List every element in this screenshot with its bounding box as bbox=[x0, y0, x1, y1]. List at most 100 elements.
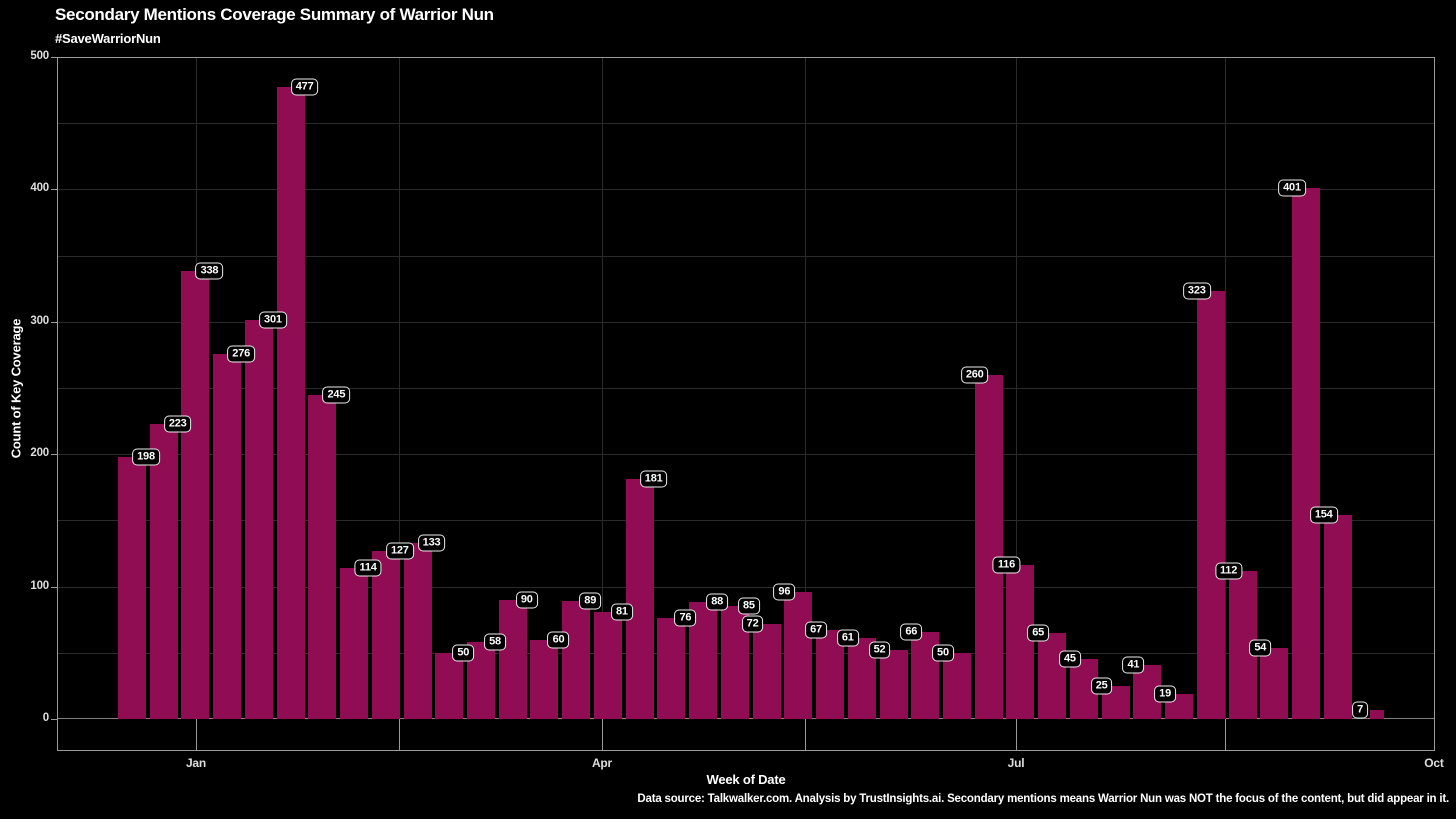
x-tick-mark bbox=[1434, 719, 1435, 751]
bar[interactable] bbox=[435, 652, 464, 719]
x-tick-mark bbox=[602, 719, 603, 751]
y-tick-mark bbox=[51, 57, 57, 58]
x-tick-mark bbox=[196, 719, 197, 751]
x-tick-mark bbox=[805, 719, 806, 751]
bar-value-label: 401 bbox=[1278, 179, 1306, 197]
bar-value-label: 245 bbox=[322, 386, 351, 404]
bar-value-label: 276 bbox=[227, 345, 256, 363]
plot-area: 198 223 338 276 301 477 245 114 127 133 50 58 90 60 89… bbox=[57, 57, 1435, 751]
x-gridline bbox=[1225, 57, 1226, 719]
bar-value-label: 45 bbox=[1058, 650, 1081, 668]
x-tick-mark bbox=[1016, 719, 1017, 751]
bar-value-label: 198 bbox=[132, 448, 160, 466]
chart-subtitle: #SaveWarriorNun bbox=[55, 31, 161, 46]
bar-value-label: 66 bbox=[900, 623, 923, 641]
x-tick-label: Jan bbox=[185, 756, 207, 770]
bar[interactable] bbox=[1260, 647, 1289, 719]
bar-value-label: 89 bbox=[579, 592, 602, 610]
bar-value-label: 301 bbox=[259, 311, 287, 329]
x-tick-label: Jul bbox=[1007, 756, 1025, 770]
y-tick-mark bbox=[51, 189, 57, 191]
chart-title: Secondary Mentions Coverage Summary of W… bbox=[55, 5, 494, 24]
bar-value-label: 96 bbox=[773, 583, 796, 601]
bar[interactable] bbox=[213, 353, 242, 719]
bar[interactable] bbox=[1323, 515, 1352, 719]
y-tick-label: 400 bbox=[30, 182, 49, 195]
y-tick-label: 300 bbox=[30, 314, 49, 327]
bar[interactable] bbox=[1196, 291, 1225, 719]
bar-value-label: 41 bbox=[1122, 656, 1145, 674]
bar[interactable] bbox=[498, 599, 527, 719]
bar-value-label: 25 bbox=[1090, 677, 1113, 695]
bar[interactable] bbox=[1006, 565, 1035, 719]
bar[interactable] bbox=[562, 601, 591, 719]
bar-value-label: 90 bbox=[515, 591, 538, 609]
bar[interactable] bbox=[340, 568, 369, 719]
y-tick-mark bbox=[51, 454, 57, 456]
y-tick-mark bbox=[51, 321, 57, 323]
y-gridline bbox=[57, 255, 1435, 257]
bar[interactable] bbox=[244, 320, 273, 719]
bar[interactable] bbox=[1038, 632, 1067, 719]
bar-value-label: 72 bbox=[741, 615, 764, 633]
bar-value-label: 154 bbox=[1309, 506, 1338, 524]
bar-value-label: 88 bbox=[706, 593, 729, 611]
bar-value-label: 323 bbox=[1182, 282, 1211, 300]
bar[interactable] bbox=[181, 271, 210, 719]
bar-value-label: 112 bbox=[1214, 562, 1243, 580]
x-tick-label: Apr bbox=[591, 756, 613, 770]
bar-value-label: 19 bbox=[1154, 685, 1176, 703]
bar[interactable] bbox=[1370, 709, 1384, 719]
bar[interactable] bbox=[784, 591, 813, 719]
bar[interactable] bbox=[974, 374, 1003, 719]
y-gridline bbox=[57, 520, 1435, 522]
y-gridline bbox=[57, 454, 1435, 456]
y-gridline bbox=[57, 189, 1435, 191]
bar[interactable] bbox=[657, 618, 686, 719]
bar-value-label: 7 bbox=[1352, 701, 1368, 719]
bar-value-label: 223 bbox=[163, 415, 192, 433]
y-gridline bbox=[57, 123, 1435, 125]
bar[interactable] bbox=[593, 611, 622, 719]
bar-value-label: 81 bbox=[611, 603, 633, 621]
y-gridline bbox=[57, 388, 1435, 389]
bar[interactable] bbox=[752, 623, 781, 719]
bar[interactable] bbox=[530, 639, 559, 719]
y-gridline bbox=[57, 586, 1435, 588]
bar-value-label: 54 bbox=[1249, 639, 1272, 656]
y-tick-mark bbox=[51, 719, 57, 720]
x-gridline bbox=[399, 57, 400, 719]
y-tick-label: 0 bbox=[42, 712, 49, 724]
bar-value-label: 338 bbox=[195, 262, 224, 280]
y-tick-label: 200 bbox=[30, 447, 49, 460]
bar-value-label: 114 bbox=[354, 559, 382, 577]
y-axis-title: Count of Key Coverage bbox=[8, 318, 24, 459]
bar-value-label: 477 bbox=[290, 78, 319, 96]
bar-value-label: 85 bbox=[737, 597, 760, 615]
x-gridline bbox=[1434, 57, 1435, 719]
bar[interactable] bbox=[942, 652, 971, 719]
y-tick-label: 500 bbox=[30, 50, 49, 62]
bar[interactable] bbox=[149, 423, 178, 719]
bar[interactable] bbox=[403, 542, 432, 719]
x-gridline bbox=[602, 57, 603, 719]
bar[interactable] bbox=[308, 394, 337, 719]
x-tick-label: Oct bbox=[1424, 756, 1444, 770]
x-tick-mark bbox=[1225, 719, 1226, 751]
y-tick-label: 100 bbox=[30, 579, 49, 592]
bar-value-label: 133 bbox=[417, 534, 446, 552]
x-gridline bbox=[805, 57, 806, 719]
data-source-caption: Data source: Talkwalker.com. Analysis by… bbox=[637, 793, 1449, 805]
bar[interactable] bbox=[625, 479, 654, 719]
bar-value-label: 116 bbox=[992, 556, 1021, 574]
bar[interactable] bbox=[879, 650, 908, 719]
bar[interactable] bbox=[371, 550, 400, 719]
bar[interactable] bbox=[276, 87, 305, 719]
bar-value-label: 60 bbox=[547, 631, 570, 649]
bar[interactable] bbox=[1292, 188, 1320, 719]
bar[interactable] bbox=[118, 456, 146, 719]
bar-value-label: 181 bbox=[639, 470, 668, 488]
bar-value-label: 65 bbox=[1027, 624, 1050, 642]
x-axis-title: Week of Date bbox=[706, 772, 786, 787]
